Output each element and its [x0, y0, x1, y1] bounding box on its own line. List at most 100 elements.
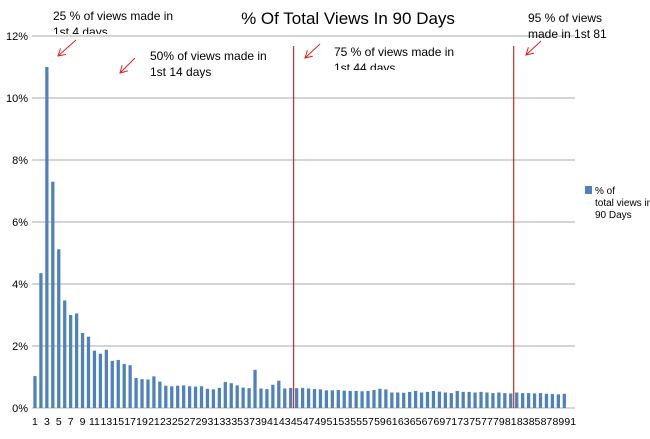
bar: [235, 385, 239, 408]
bar: [348, 390, 352, 408]
annotation-arrow: [119, 57, 136, 74]
x-tick-label: 59: [374, 416, 386, 428]
bar: [247, 388, 251, 408]
x-tick-label: 23: [160, 416, 172, 428]
bar: [182, 385, 186, 408]
bar: [86, 336, 91, 408]
bar: [497, 392, 501, 408]
chart-title: % Of Total Views In 90 Days: [241, 9, 455, 28]
bar: [193, 386, 198, 408]
bar: [562, 393, 566, 408]
bar: [289, 387, 293, 408]
annotation-arrow: [525, 40, 542, 56]
x-tick-label: 77: [481, 416, 493, 428]
bar: [455, 390, 459, 408]
bar: [259, 388, 263, 408]
bar: [479, 391, 483, 408]
bar: [170, 386, 174, 408]
x-tick-label: 89: [553, 416, 565, 428]
bar: [521, 393, 525, 408]
bar: [515, 392, 519, 408]
annotation-text: 50% of views made in: [150, 49, 267, 63]
x-tick-label: 11: [89, 416, 100, 428]
x-tick-label: 87: [541, 416, 553, 428]
x-tick-label: 37: [243, 416, 255, 428]
x-tick-label: 49: [315, 416, 327, 428]
bar: [45, 67, 49, 408]
bar: [69, 315, 73, 408]
bar: [164, 385, 168, 408]
y-axis: 0% 2% 4% 6% 8% 10% 12%: [6, 31, 28, 415]
bar: [544, 393, 549, 408]
x-tick-label: 63: [398, 416, 410, 428]
bar: [229, 383, 233, 408]
bar: [253, 369, 257, 408]
annotation: 75 % of views made in 1st 44 days: [334, 45, 454, 75]
bar: [98, 353, 103, 408]
bar: [205, 388, 210, 408]
x-tick-label: 91: [564, 416, 576, 428]
bar: [283, 388, 287, 408]
bar: [39, 273, 43, 408]
bar: [187, 386, 192, 408]
bar: [324, 390, 329, 408]
bar: [550, 394, 555, 408]
x-tick-label: 35: [231, 416, 243, 428]
bar: [509, 393, 513, 408]
annotation-text: made in 1st 81: [528, 27, 607, 41]
bar: [241, 387, 245, 408]
bar: [176, 385, 180, 408]
bar: [300, 387, 305, 408]
y-tick-label: 0%: [12, 403, 28, 415]
bar: [402, 392, 406, 408]
bar: [461, 391, 465, 408]
bar: [80, 332, 85, 408]
bar: [223, 381, 227, 408]
x-tick-label: 7: [68, 416, 74, 428]
bar: [503, 393, 507, 408]
annotation-arrow: [304, 43, 321, 59]
y-tick-label: 12%: [6, 31, 28, 43]
bar: [378, 388, 382, 408]
annotation-text: 1st 44 days: [334, 61, 395, 75]
x-tick-label: 69: [434, 416, 446, 428]
bar: [33, 376, 37, 408]
legend-label: 90 Days: [595, 210, 632, 221]
bar: [140, 379, 144, 408]
annotation-arrowhead: [304, 50, 313, 59]
gridlines: [32, 35, 575, 409]
annotation-text: 25 % of views made in: [53, 9, 173, 23]
x-tick-label: 15: [112, 416, 124, 428]
bar: [538, 393, 543, 408]
annotation: 25 % of views made in 1st 4 days: [53, 9, 173, 34]
x-tick-label: 33: [219, 416, 231, 428]
x-tick-label: 25: [172, 416, 184, 428]
bar: [63, 300, 67, 408]
reference-lines: [293, 46, 515, 408]
bar: [449, 393, 453, 408]
bar: [390, 392, 394, 408]
x-tick-label: 31: [208, 416, 220, 428]
x-tick-label: 65: [410, 416, 422, 428]
bar: [146, 379, 150, 408]
bar: [366, 390, 370, 408]
legend-swatch: [585, 186, 592, 194]
x-tick-label: 45: [291, 416, 303, 428]
x-tick-label: 27: [184, 416, 196, 428]
x-tick-label: 5: [56, 416, 62, 428]
legend-label: total views in: [595, 198, 650, 209]
x-tick-label: 71: [445, 416, 457, 428]
bar: [354, 390, 358, 408]
bar: [408, 391, 412, 408]
bar: [413, 390, 418, 408]
bar: [342, 390, 346, 408]
bar: [556, 394, 560, 408]
bar: [396, 392, 400, 408]
bar: [104, 349, 108, 408]
bar: [116, 359, 120, 408]
bar: [467, 391, 471, 408]
annotation-arrowhead: [57, 48, 66, 57]
x-tick-label: 51: [327, 416, 339, 428]
